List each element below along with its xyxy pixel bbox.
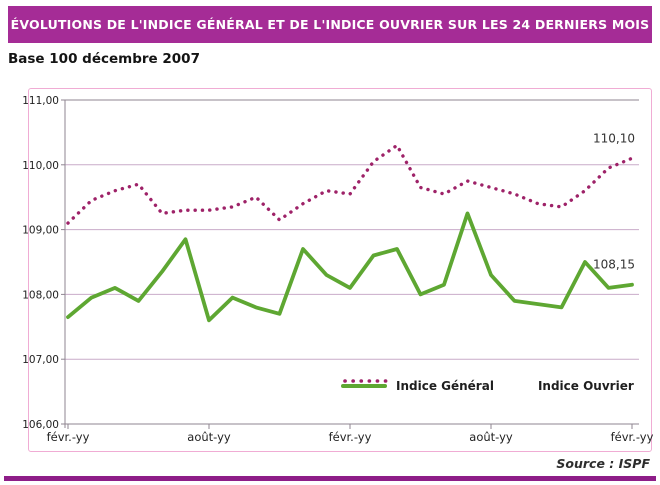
bottom-divider-bar <box>4 476 656 481</box>
chart-container: 111,00 110,00 109,00 108,00 107,00 106,00 févr… <box>22 88 654 452</box>
svg-text:août-yy: août-yy <box>469 430 513 444</box>
svg-text:107,00: 107,00 <box>22 354 59 366</box>
svg-text:févr.-yy: févr.-yy <box>611 430 654 444</box>
chart-title: ÉVOLUTIONS DE L'INDICE GÉNÉRAL ET DE L'I… <box>10 17 650 32</box>
svg-text:108,15: 108,15 <box>593 258 635 272</box>
chart-title-banner: ÉVOLUTIONS DE L'INDICE GÉNÉRAL ET DE L'I… <box>8 6 652 43</box>
legend-item-general: Indice Général <box>341 379 494 393</box>
legend-item-ouvrier: Indice Ouvrier <box>343 379 634 393</box>
line-chart: 111,00110,00109,00108,00107,00106,00févr… <box>22 95 654 444</box>
legend-label-ouvrier: Indice Ouvrier <box>537 379 634 393</box>
svg-text:110,10: 110,10 <box>593 131 635 145</box>
legend-swatch-general-line <box>341 384 387 388</box>
legend-label-general: Indice Général <box>396 379 494 393</box>
svg-text:août-yy: août-yy <box>187 430 231 444</box>
chart-legend: Indice Général Indice Ouvrier <box>341 377 634 395</box>
svg-text:110,00: 110,00 <box>22 160 59 172</box>
source-label: Source : ISPF <box>556 456 650 471</box>
svg-text:févr.-yy: févr.-yy <box>47 430 90 444</box>
base-100-label: Base 100 décembre 2007 <box>8 51 200 67</box>
svg-text:109,00: 109,00 <box>22 225 59 237</box>
svg-text:févr.-yy: févr.-yy <box>329 430 372 444</box>
svg-text:106,00: 106,00 <box>22 419 59 431</box>
svg-text:108,00: 108,00 <box>22 289 59 301</box>
svg-text:111,00: 111,00 <box>22 95 59 107</box>
